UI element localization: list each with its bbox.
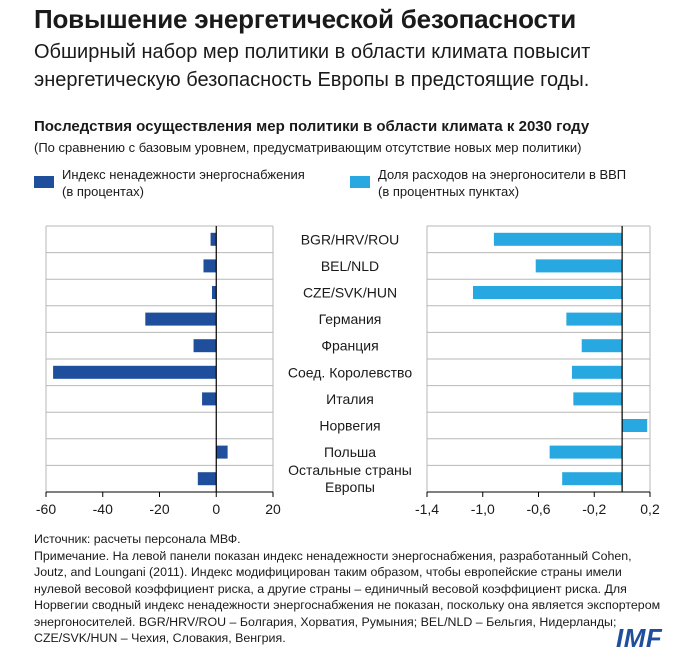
- legend-label-right-line2: (в процентных пунктах): [378, 184, 520, 199]
- right-bar: [581, 339, 623, 353]
- right-bar: [573, 392, 623, 406]
- legend: Индекс ненадежности энергоснабжения (в п…: [34, 166, 674, 206]
- right-panel: -1,4 -1,0 -0,6 -0,2 0,2: [415, 225, 660, 517]
- explanatory-note: Примечание. На левой панели показан инде…: [34, 548, 661, 646]
- legend-label-right-line1: Доля расходов на энергоносители в ВВП: [378, 167, 627, 182]
- category-label: BGR/HRV/ROU: [301, 231, 400, 247]
- chart-title: Последствия осуществления мер политики в…: [34, 118, 590, 135]
- right-bar: [571, 365, 623, 379]
- right-x-tick-label: -0,2: [582, 501, 606, 517]
- legend-label-left-line2: (в процентах): [62, 184, 144, 199]
- category-label: Соед. Королевство: [288, 364, 412, 380]
- right-bar: [472, 286, 623, 299]
- category-label: Европы: [325, 479, 375, 495]
- legend-label-left-line1: Индекс ненадежности энергоснабжения: [62, 167, 305, 182]
- right-bar: [622, 419, 648, 432]
- right-x-tick-label: 0,2: [640, 501, 660, 517]
- category-label: Остальные страны: [288, 462, 412, 478]
- left-bar: [203, 259, 217, 273]
- left-bar: [202, 392, 217, 406]
- left-bar: [211, 286, 217, 299]
- category-label: BEL/NLD: [321, 258, 379, 274]
- left-bar: [145, 312, 217, 326]
- left-bar: [210, 232, 217, 246]
- left-x-tick-label: -40: [93, 501, 113, 517]
- category-label: Италия: [326, 391, 374, 407]
- left-x-tick-label: 20: [265, 501, 281, 517]
- page-subtitle: Обширный набор мер политики в области кл…: [34, 41, 591, 91]
- left-bar: [53, 365, 217, 379]
- legend-swatch-left: [34, 176, 54, 188]
- chart-subtitle: (По сравнению с базовым уровнем, предусм…: [34, 140, 582, 155]
- legend-item-left: Индекс ненадежности энергоснабжения (в п…: [62, 166, 305, 200]
- right-x-tick-label: -1,0: [471, 501, 495, 517]
- notes: Источник: расчеты персонала МВФ. Примеча…: [34, 531, 664, 647]
- left-x-tick-label: 0: [212, 501, 220, 517]
- left-x-tick-label: -60: [36, 501, 56, 517]
- chart-area: -60 -40 -20 0 20 -1,4 -1,0 -0,6 -0,2 0,2 BGR/HRV…: [36, 225, 660, 517]
- left-panel: -60 -40 -20 0 20: [36, 225, 281, 517]
- right-bar: [566, 312, 623, 326]
- legend-swatch-right: [350, 176, 370, 188]
- left-bar: [197, 472, 217, 486]
- right-x-tick-label: -1,4: [415, 501, 439, 517]
- category-label: CZE/SVK/HUN: [303, 285, 397, 301]
- imf-logo: IMF: [616, 623, 663, 653]
- left-bar: [193, 339, 217, 353]
- right-bar: [535, 259, 623, 273]
- page-title: Повышение энергетической безопасности: [34, 4, 577, 34]
- category-label: Франция: [321, 338, 378, 354]
- right-bar: [493, 232, 623, 246]
- category-label: Польша: [324, 444, 376, 460]
- source-note: Источник: расчеты персонала МВФ.: [34, 532, 241, 546]
- category-label: Германия: [319, 311, 382, 327]
- category-label: Норвегия: [319, 418, 380, 434]
- left-x-tick-label: -20: [149, 501, 169, 517]
- right-x-tick-label: -0,6: [526, 501, 550, 517]
- left-bar: [216, 445, 228, 459]
- category-labels: BGR/HRV/ROU BEL/NLD CZE/SVK/HUN Германия Фра…: [288, 231, 412, 495]
- right-bar: [549, 445, 623, 459]
- right-bar: [562, 472, 623, 486]
- legend-item-right: Доля расходов на энергоносители в ВВП (в…: [378, 166, 626, 200]
